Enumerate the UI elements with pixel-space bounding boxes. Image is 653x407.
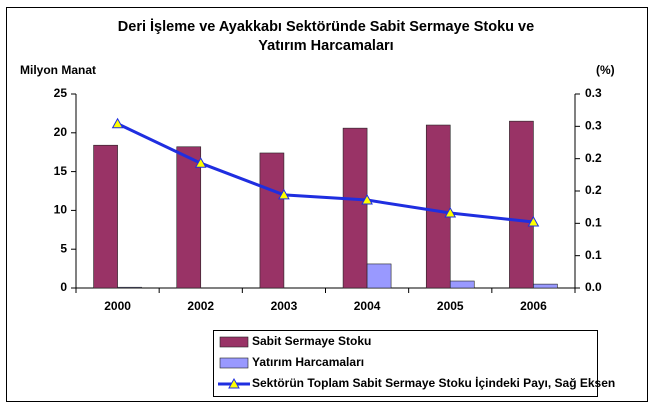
y2-tick-label: 0.2 (585, 151, 602, 165)
legend-label: Sektörün Toplam Sabit Sermaye Stoku İçin… (252, 375, 615, 390)
x-tick-label: 2003 (271, 299, 298, 313)
x-tick-label: 2006 (520, 299, 547, 313)
y-tick-label: 25 (54, 86, 68, 100)
chart-title: Yatırım Harcamaları (258, 38, 393, 54)
y-axis-label: Milyon Manat (20, 63, 96, 77)
y-tick-label: 5 (60, 241, 67, 255)
y-tick-label: 0 (60, 280, 67, 294)
bar (425, 124, 451, 289)
bar (366, 263, 392, 289)
y2-tick-label: 0.2 (585, 183, 602, 197)
legend-swatch (219, 336, 249, 348)
legend-label: Yatırım Harcamaları (252, 355, 364, 369)
bar (117, 286, 142, 289)
legend-marker (228, 377, 240, 389)
y-tick-label: 15 (54, 164, 68, 178)
y-tick-label: 10 (54, 203, 68, 217)
y2-tick-label: 0.3 (585, 86, 602, 100)
line-marker (444, 206, 457, 218)
bar (176, 146, 202, 289)
line-marker (194, 157, 207, 168)
bar (93, 144, 118, 289)
legend-swatch (219, 357, 249, 369)
bar (533, 283, 558, 289)
chart-title: Deri İşleme ve Ayakkabı Sektöründe Sabit… (118, 18, 534, 35)
line-marker (527, 216, 540, 227)
bar (342, 127, 368, 289)
legend (213, 330, 598, 397)
legend-label: Sabit Sermaye Stoku (252, 334, 371, 348)
y-tick-label: 20 (54, 125, 68, 139)
x-tick-label: 2005 (437, 299, 464, 313)
y2-tick-label: 0.1 (585, 248, 602, 262)
bar (259, 152, 285, 289)
line-marker (361, 194, 373, 205)
line (116, 122, 534, 224)
line-marker (111, 117, 124, 129)
x-tick-label: 2000 (104, 299, 131, 313)
bar (449, 280, 475, 289)
y2-tick-label: 0.1 (585, 216, 602, 230)
x-tick-label: 2004 (354, 299, 381, 313)
bar (509, 120, 534, 289)
y2-tick-label: 0.3 (585, 119, 602, 133)
x-tick-label: 2002 (187, 299, 214, 313)
y2-tick-label: 0.0 (585, 280, 602, 294)
y2-axis-label: (%) (596, 63, 615, 77)
line-marker (278, 188, 290, 200)
